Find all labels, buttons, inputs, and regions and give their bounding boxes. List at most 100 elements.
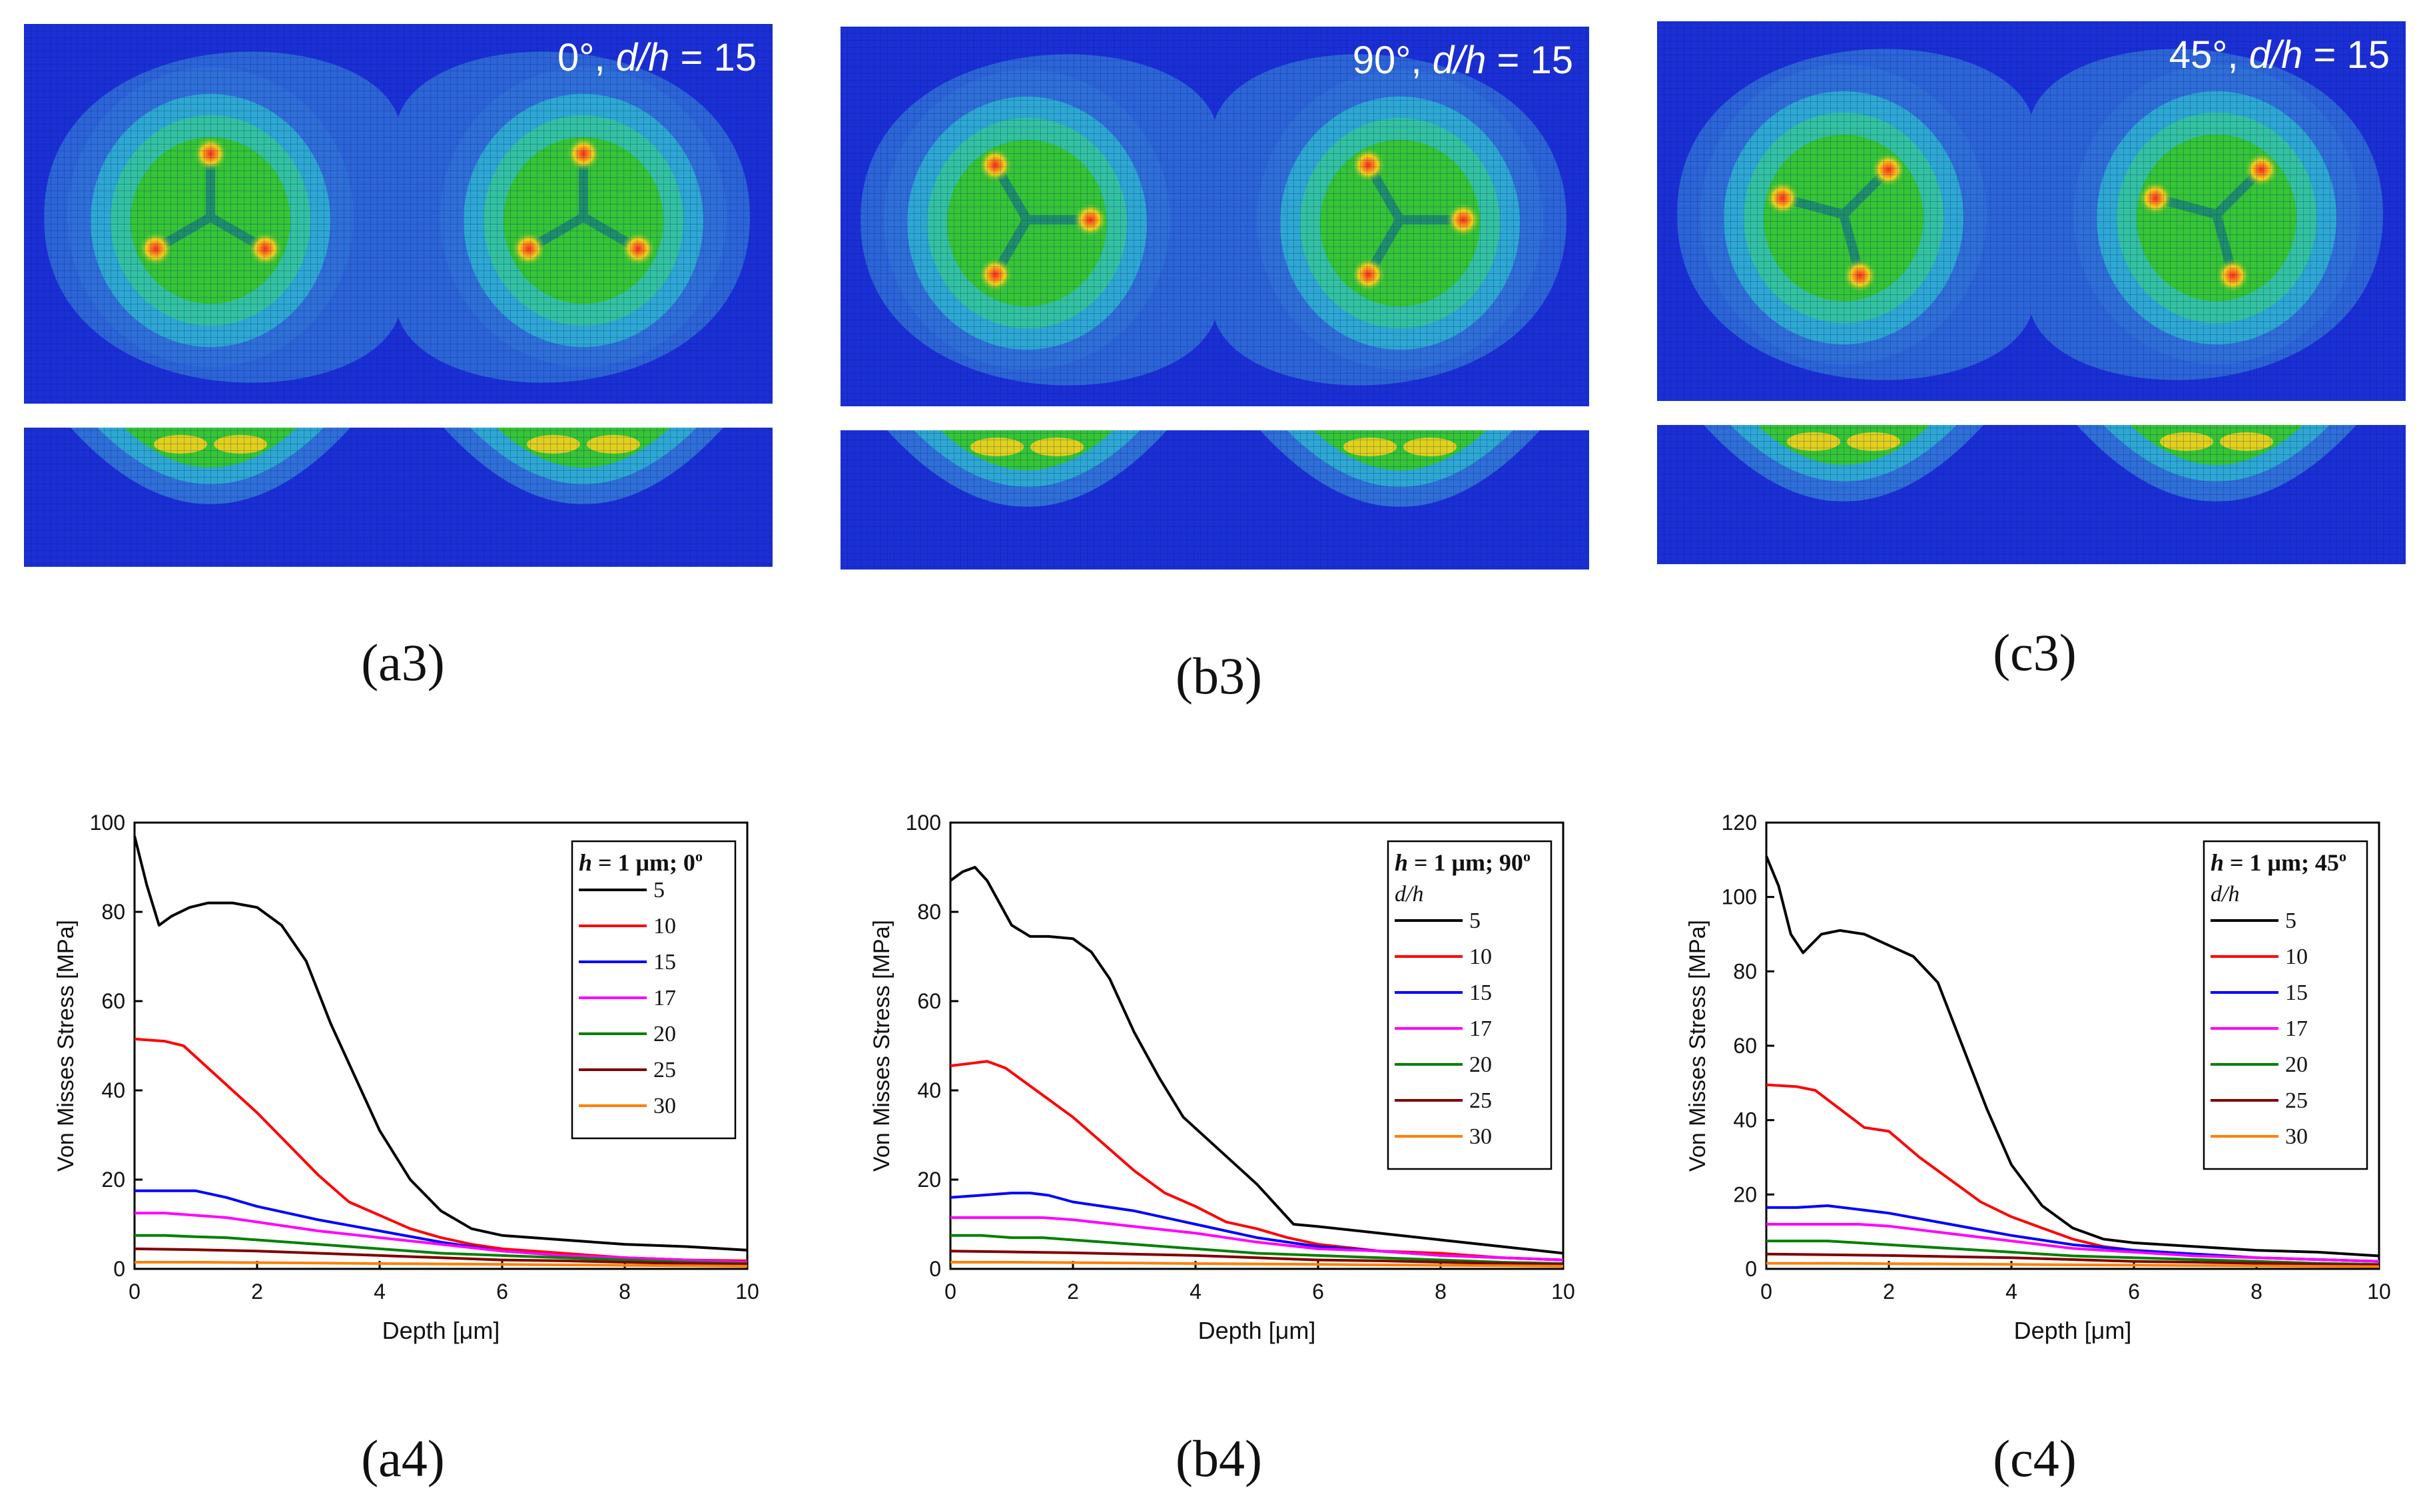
caption-a4: (a4) bbox=[361, 1429, 445, 1487]
chart-c4: 0 2 4 6 8 10 0 20 40 60 80 100 120 Depth [μm] Von Miss… bbox=[1672, 796, 2427, 1375]
y-tick-label: 20 bbox=[917, 1168, 941, 1192]
x-tick-label: 6 bbox=[496, 1280, 508, 1304]
legend-label-5: 5 bbox=[1469, 909, 1481, 933]
legend-label-30: 30 bbox=[653, 1094, 676, 1118]
series-line-30 bbox=[1766, 1262, 2380, 1268]
y-tick-label: 40 bbox=[1733, 1108, 1757, 1132]
x-axis-label: Depth [μm] bbox=[1198, 1317, 1316, 1344]
legend-box bbox=[2203, 840, 2368, 1170]
legend-label-10: 10 bbox=[1469, 945, 1492, 969]
y-tick-label: 60 bbox=[1733, 1034, 1757, 1058]
x-tick-label: 10 bbox=[735, 1280, 759, 1304]
legend-label-10: 10 bbox=[653, 914, 676, 939]
y-tick-label: 40 bbox=[917, 1078, 941, 1102]
y-axis-label: Von Misses Stress [MPa] bbox=[53, 920, 79, 1172]
x-tick-label: 2 bbox=[251, 1280, 263, 1304]
series-line-15 bbox=[950, 1192, 1564, 1262]
series-line-20 bbox=[1766, 1240, 2380, 1266]
fem-section-view bbox=[1657, 425, 2406, 564]
legend-subtitle: d/h bbox=[2211, 882, 2239, 907]
legend-label-15: 15 bbox=[2285, 980, 2308, 1005]
chart-b4: 0 2 4 6 8 10 0 20 40 60 80 100 Depth [μm] Von Misses … bbox=[856, 796, 1615, 1375]
legend-label-25: 25 bbox=[653, 1058, 676, 1082]
legend-label-20: 20 bbox=[653, 1022, 676, 1046]
series-line-30 bbox=[950, 1261, 1564, 1268]
x-tick-label: 6 bbox=[2128, 1280, 2140, 1304]
x-tick-label: 6 bbox=[1312, 1280, 1324, 1304]
series-line-5 bbox=[1765, 855, 2380, 1258]
legend-label-5: 5 bbox=[653, 878, 665, 903]
legend-label-17: 17 bbox=[2285, 1016, 2308, 1041]
x-axis-label: Depth [μm] bbox=[382, 1317, 500, 1344]
legend-label-15: 15 bbox=[1469, 980, 1492, 1005]
series-line-25 bbox=[134, 1247, 748, 1266]
y-tick-label: 80 bbox=[917, 900, 941, 924]
x-tick-label: 2 bbox=[1883, 1280, 1895, 1304]
fem-top-view: 45°, d/h = 15 bbox=[1657, 21, 2406, 401]
fem-panel-label: 90°, d/h = 15 bbox=[1353, 39, 1573, 82]
series-line-17 bbox=[950, 1216, 1564, 1262]
y-tick-label: 80 bbox=[101, 900, 125, 924]
legend-label-20: 20 bbox=[1469, 1052, 1492, 1077]
legend-label-15: 15 bbox=[653, 950, 676, 974]
x-tick-label: 0 bbox=[129, 1280, 141, 1304]
x-tick-label: 4 bbox=[1190, 1280, 1202, 1304]
series-line-17 bbox=[1766, 1223, 2380, 1263]
legend-label-5: 5 bbox=[2285, 909, 2296, 933]
x-tick-label: 4 bbox=[2005, 1280, 2017, 1304]
series-line-15 bbox=[1766, 1204, 2380, 1263]
x-tick-label: 8 bbox=[1435, 1280, 1447, 1304]
plot-frame bbox=[949, 821, 1564, 1270]
y-tick-label: 0 bbox=[113, 1257, 125, 1281]
legend-subtitle: d/h bbox=[1395, 882, 1423, 907]
fem-section-view bbox=[841, 430, 1589, 569]
fem-panel-b3: 90°, d/h = 15 bbox=[841, 27, 1589, 573]
x-tick-label: 2 bbox=[1067, 1280, 1079, 1304]
chart-a4: 0 2 4 6 8 10 0 20 40 60 80 100 Depth [μm] Von Misses … bbox=[40, 796, 799, 1375]
series-line-20 bbox=[135, 1234, 748, 1265]
legend-label-17: 17 bbox=[653, 986, 676, 1010]
x-tick-label: 0 bbox=[1760, 1280, 1772, 1304]
legend-label-30: 30 bbox=[2285, 1124, 2308, 1149]
plot-frame bbox=[133, 821, 749, 1270]
fem-panel-a3: 0°, d/h = 15 bbox=[24, 24, 773, 570]
caption-a3: (a3) bbox=[361, 633, 445, 691]
y-tick-label: 100 bbox=[906, 811, 941, 835]
legend-label-30: 30 bbox=[1469, 1124, 1492, 1149]
x-tick-label: 8 bbox=[619, 1280, 631, 1304]
legend-title: h = 1 μm; 45o bbox=[2211, 848, 2346, 876]
fem-panel-c3: 45°, d/h = 15 bbox=[1657, 21, 2406, 567]
x-axis-label: Depth [μm] bbox=[2014, 1317, 2132, 1344]
y-tick-label: 0 bbox=[929, 1257, 941, 1281]
series-line-30 bbox=[135, 1261, 748, 1268]
fem-panel-label: 0°, d/h = 15 bbox=[557, 36, 757, 79]
series-line-10 bbox=[134, 1037, 748, 1262]
x-tick-label: 10 bbox=[1551, 1280, 1575, 1304]
fem-top-view: 0°, d/h = 15 bbox=[24, 24, 773, 404]
caption-c4: (c4) bbox=[1993, 1429, 2077, 1487]
x-tick-label: 0 bbox=[944, 1280, 956, 1304]
caption-b4: (b4) bbox=[1176, 1429, 1262, 1487]
caption-c3: (c3) bbox=[1993, 623, 2077, 681]
series-line-25 bbox=[1766, 1252, 2380, 1267]
y-axis-label: Von Misses Stress [MPa] bbox=[1685, 920, 1710, 1172]
series-line-5 bbox=[949, 866, 1564, 1255]
series-line-25 bbox=[950, 1250, 1564, 1266]
series-line-5 bbox=[133, 835, 748, 1252]
legend-label-25: 25 bbox=[2285, 1088, 2308, 1113]
y-axis-label: Von Misses Stress [MPa] bbox=[869, 920, 894, 1172]
y-tick-label: 100 bbox=[1722, 885, 1757, 909]
y-tick-label: 120 bbox=[1722, 811, 1757, 835]
fem-section-view bbox=[24, 428, 773, 567]
legend-label-20: 20 bbox=[2285, 1052, 2308, 1077]
caption-b3: (b3) bbox=[1176, 647, 1262, 705]
series-line-17 bbox=[135, 1212, 748, 1264]
x-tick-label: 10 bbox=[2367, 1280, 2391, 1304]
y-tick-label: 80 bbox=[1733, 959, 1757, 983]
x-tick-label: 4 bbox=[374, 1280, 386, 1304]
fem-top-view: 90°, d/h = 15 bbox=[841, 27, 1589, 406]
legend-box bbox=[1387, 840, 1553, 1170]
legend-label-17: 17 bbox=[1469, 1016, 1492, 1041]
y-tick-label: 20 bbox=[101, 1168, 125, 1192]
x-tick-label: 8 bbox=[2251, 1280, 2262, 1304]
